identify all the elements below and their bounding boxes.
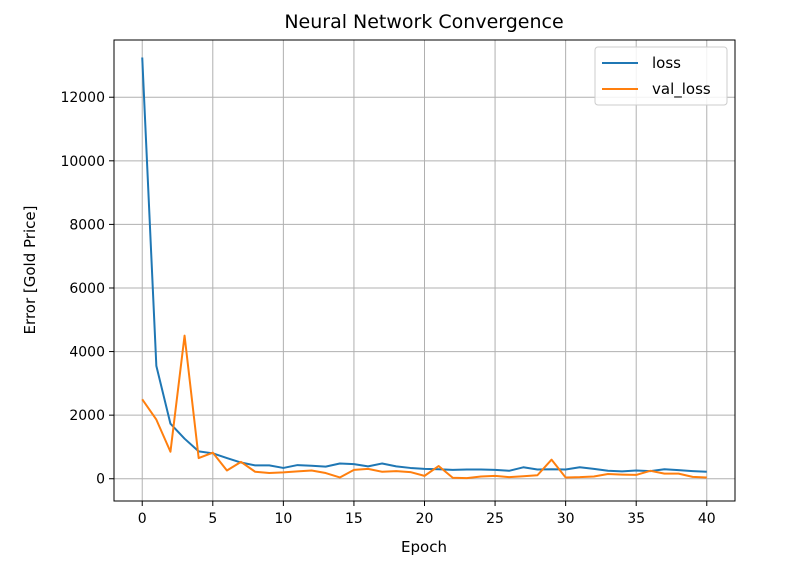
gridlines: [114, 40, 735, 501]
chart-title: Neural Network Convergence: [284, 11, 563, 33]
y-tick-label: 4000: [69, 345, 105, 361]
y-tick-label: 6000: [69, 281, 105, 297]
y-tick-label: 2000: [69, 408, 105, 424]
x-tick-label: 35: [627, 511, 645, 527]
x-axis-ticks: 0 5 10 15 20 25 30 35 40: [138, 501, 716, 527]
x-axis-label: Epoch: [401, 538, 447, 556]
legend-label-loss: loss: [652, 54, 681, 72]
series-line-val-loss: [141, 334, 707, 480]
x-tick-label: 5: [208, 511, 217, 527]
x-tick-label: 25: [486, 511, 504, 527]
x-tick-label: 10: [274, 511, 292, 527]
series-line-loss: [141, 57, 707, 473]
y-tick-label: 8000: [69, 217, 105, 233]
x-tick-label: 30: [557, 511, 575, 527]
y-axis-label: Error [Gold Price]: [21, 206, 39, 335]
legend-items: loss val_loss: [602, 54, 711, 99]
y-tick-label: 0: [96, 472, 105, 488]
x-tick-label: 0: [138, 511, 147, 527]
y-axis-ticks: 0 2000 4000 6000 8000 10000 12000: [60, 90, 114, 488]
legend-label-val-loss: val_loss: [652, 80, 711, 99]
x-tick-label: 15: [345, 511, 363, 527]
y-tick-label: 12000: [60, 90, 105, 106]
y-tick-label: 10000: [60, 154, 105, 170]
x-tick-label: 40: [698, 511, 716, 527]
legend: loss val_loss: [594, 46, 728, 106]
legend-box: [594, 46, 728, 106]
x-tick-label: 20: [416, 511, 434, 527]
series-group: [141, 57, 707, 480]
